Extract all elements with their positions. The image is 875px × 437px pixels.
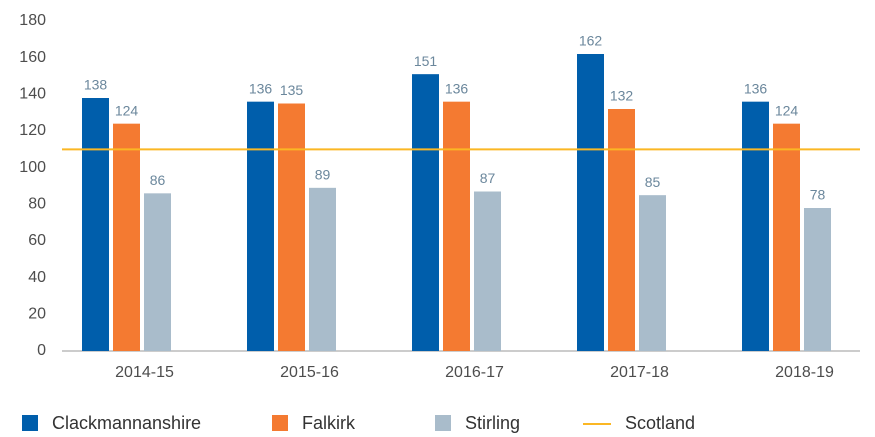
bar	[412, 74, 439, 352]
bar	[608, 109, 635, 351]
x-tick-label: 2016-17	[445, 364, 504, 381]
y-tick-label: 120	[19, 122, 46, 139]
bar	[113, 123, 140, 352]
y-tick-label: 0	[37, 342, 46, 359]
x-tick-label: 2015-16	[280, 364, 339, 381]
value-label: 162	[579, 33, 603, 49]
value-label: 132	[610, 88, 634, 104]
bar	[309, 187, 336, 351]
legend-label: Clackmannanshire	[52, 413, 201, 433]
value-label: 89	[315, 167, 331, 183]
bar	[742, 101, 769, 352]
value-label: 151	[414, 53, 438, 69]
bar	[82, 98, 109, 351]
bar	[639, 195, 666, 351]
value-label: 135	[280, 82, 304, 98]
bar	[247, 101, 274, 352]
y-tick-label: 60	[28, 232, 46, 249]
x-tick-label: 2014-15	[115, 364, 174, 381]
bar	[804, 208, 831, 351]
y-tick-label: 160	[19, 49, 46, 66]
value-label: 138	[84, 77, 108, 93]
value-label: 136	[249, 80, 273, 96]
x-tick-label: 2017-18	[610, 364, 669, 381]
y-tick-label: 100	[19, 159, 46, 176]
value-label: 87	[480, 170, 496, 186]
value-label: 136	[744, 80, 768, 96]
bar	[577, 54, 604, 351]
bar	[474, 191, 501, 351]
y-tick-label: 80	[28, 196, 46, 213]
legend-label: Scotland	[625, 413, 695, 433]
y-tick-label: 20	[28, 306, 46, 323]
value-label: 124	[775, 102, 799, 118]
value-label: 136	[445, 80, 469, 96]
legend-swatch	[272, 415, 288, 431]
value-label: 78	[810, 187, 826, 203]
legend-label: Falkirk	[302, 413, 356, 433]
x-tick-label: 2018-19	[775, 364, 834, 381]
value-label: 124	[115, 102, 139, 118]
y-tick-label: 40	[28, 269, 46, 286]
value-label: 86	[150, 172, 166, 188]
y-tick-label: 140	[19, 86, 46, 103]
legend-label: Stirling	[465, 413, 520, 433]
value-label: 85	[645, 174, 661, 190]
bar	[773, 123, 800, 352]
bar	[443, 101, 470, 352]
legend-swatch	[435, 415, 451, 431]
legend-swatch	[22, 415, 38, 431]
bar	[144, 193, 171, 351]
y-tick-label: 180	[19, 12, 46, 29]
bar	[278, 103, 305, 351]
